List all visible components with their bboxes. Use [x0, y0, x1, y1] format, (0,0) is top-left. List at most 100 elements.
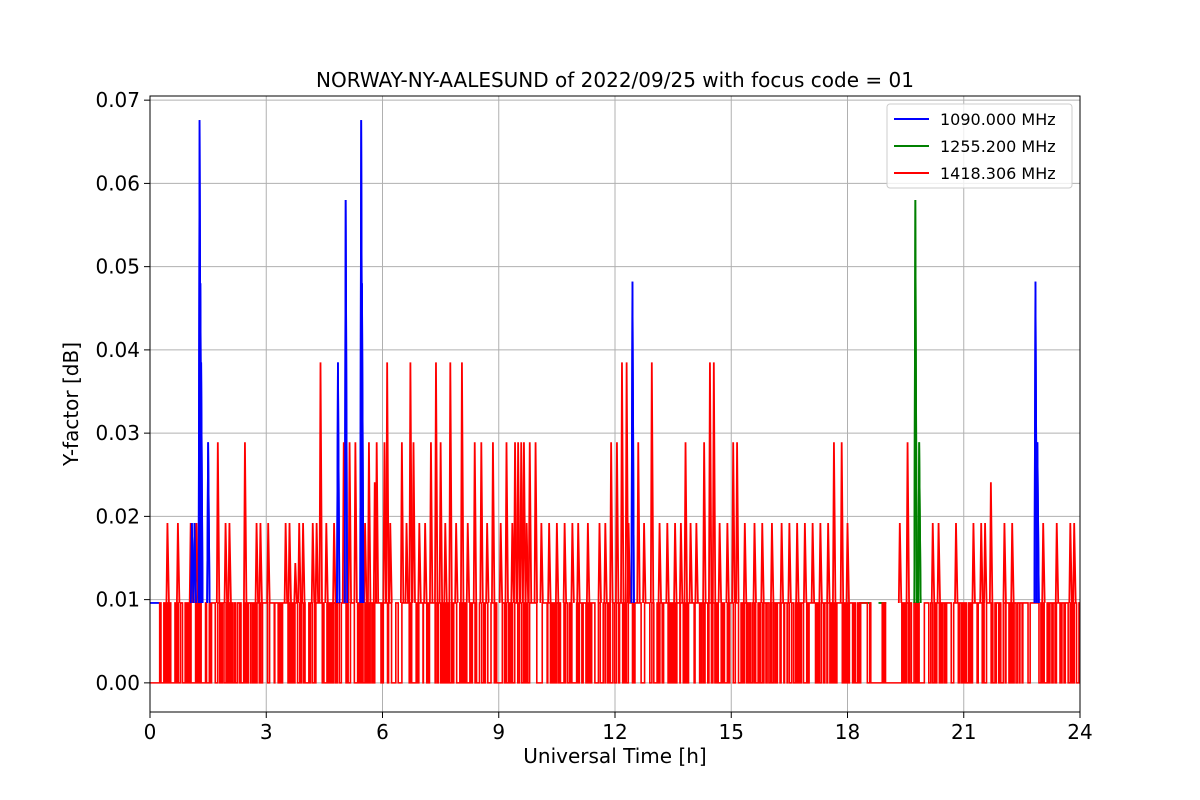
series-2-spike	[411, 442, 416, 603]
series-2-spike	[460, 362, 465, 603]
series-2-spike	[448, 362, 453, 603]
series-2-spike	[665, 523, 670, 603]
x-tick-label: 6	[376, 720, 389, 744]
series-2-spike	[642, 523, 647, 603]
series-0-overlay	[189, 120, 1040, 603]
series-2-spike	[585, 523, 591, 603]
series-2-spike	[1002, 523, 1007, 603]
x-axis-ticks: 0 3 6 9 12 15 18 21 24	[144, 712, 1093, 744]
series-2-spike	[694, 523, 699, 603]
series-2-spike	[826, 523, 831, 603]
series-2-spike	[742, 523, 748, 603]
x-axis-label: Universal Time [h]	[523, 744, 706, 768]
series-2-spike	[702, 442, 707, 603]
series-2-spike	[438, 442, 444, 603]
series-2-spike	[527, 442, 533, 603]
series-2-spike	[624, 362, 630, 603]
series-2-spike	[636, 442, 641, 603]
series-2-spike	[717, 523, 723, 603]
series-2-spike	[310, 523, 316, 603]
series-1-overlay	[913, 200, 922, 603]
series-2-spike	[725, 523, 730, 603]
series-0-spike	[189, 523, 195, 603]
series-2-spike	[930, 523, 936, 603]
series-2-spike	[293, 562, 298, 603]
series-2-spike	[258, 523, 263, 603]
series-0-spike	[199, 362, 204, 603]
y-tick-label: 0.07	[95, 88, 140, 112]
x-tick-label: 12	[602, 720, 627, 744]
series-2-spike	[649, 362, 655, 603]
series-2-spike	[443, 523, 448, 603]
y-tick-label: 0.01	[95, 588, 140, 612]
series-2-spike	[404, 523, 409, 603]
series-2-spike	[429, 442, 434, 603]
series-0-spike	[1035, 442, 1040, 603]
series-2-spike	[795, 523, 800, 603]
series-2-spike	[165, 523, 170, 603]
series-2-spike	[760, 523, 765, 603]
series-2-spike	[845, 523, 850, 603]
series-2-spike	[266, 523, 271, 603]
series-1-spike	[913, 200, 918, 603]
y-tick-label: 0.03	[95, 421, 140, 445]
legend-entry: 1255.200 MHz	[940, 137, 1056, 156]
series-2-noise	[150, 602, 1080, 684]
series-2-spike	[524, 523, 530, 603]
series-2-spike	[504, 442, 509, 603]
series-2-spike	[562, 523, 568, 603]
chart-title: NORWAY-NY-AALESUND of 2022/09/25 with fo…	[316, 68, 914, 92]
series-2-spike	[283, 523, 289, 603]
series-2-spike	[347, 442, 352, 603]
series-2-spike	[735, 442, 740, 603]
series-2-spike	[332, 523, 337, 603]
series-2-spike	[243, 442, 248, 603]
series-2-spike	[988, 482, 994, 603]
series-2-spike	[513, 442, 518, 603]
series-2-spike	[539, 523, 544, 603]
series-2-spike	[554, 523, 560, 603]
series-2-spike	[905, 442, 910, 603]
series-2-spike	[688, 523, 693, 603]
series-0-spike	[336, 362, 341, 603]
series-2-spike	[802, 523, 808, 603]
legend-entry: 1090.000 MHz	[940, 110, 1056, 129]
series-0-spike	[630, 281, 635, 603]
series-0-spike	[360, 283, 365, 603]
series-2-spike	[570, 523, 575, 603]
series-2-spike	[367, 442, 372, 603]
y-tick-label: 0.02	[95, 504, 140, 528]
series-2-spike	[399, 442, 405, 603]
x-tick-label: 9	[492, 720, 505, 744]
series-2-spike	[301, 523, 306, 603]
series-2-spike	[434, 362, 439, 603]
x-tick-label: 21	[951, 720, 976, 744]
series-2-spike	[423, 523, 428, 603]
series-2-spike	[779, 523, 785, 603]
series-2-spike	[673, 523, 678, 603]
series-2-spike	[936, 523, 941, 603]
series-2-spike	[227, 523, 232, 603]
series-2-spike	[983, 523, 988, 603]
series-2-spike	[897, 523, 903, 603]
y-axis-ticks: 0.00 0.01 0.02 0.03 0.04 0.05 0.06 0.07	[95, 88, 150, 695]
series-2-spike	[287, 523, 292, 603]
series-2-spike	[385, 362, 390, 603]
series-2-spike	[711, 362, 717, 603]
series-2-spike	[519, 442, 524, 603]
series-2-spike	[770, 523, 775, 603]
series-2-spike	[516, 442, 521, 603]
series-2-spike	[547, 523, 552, 603]
y-tick-label: 0.05	[95, 255, 140, 279]
series-2-spike	[297, 523, 302, 603]
series-2-spike	[472, 442, 478, 603]
series-2-spike	[609, 442, 614, 603]
series-2-spike	[324, 523, 329, 603]
series-2-spike	[382, 442, 387, 603]
series-2-spike	[533, 442, 538, 603]
series-2-spike	[454, 523, 459, 603]
x-tick-label: 18	[835, 720, 860, 744]
series-2-spike	[971, 523, 976, 603]
series-2-spike	[1010, 523, 1015, 603]
series-2-spike	[708, 362, 713, 603]
